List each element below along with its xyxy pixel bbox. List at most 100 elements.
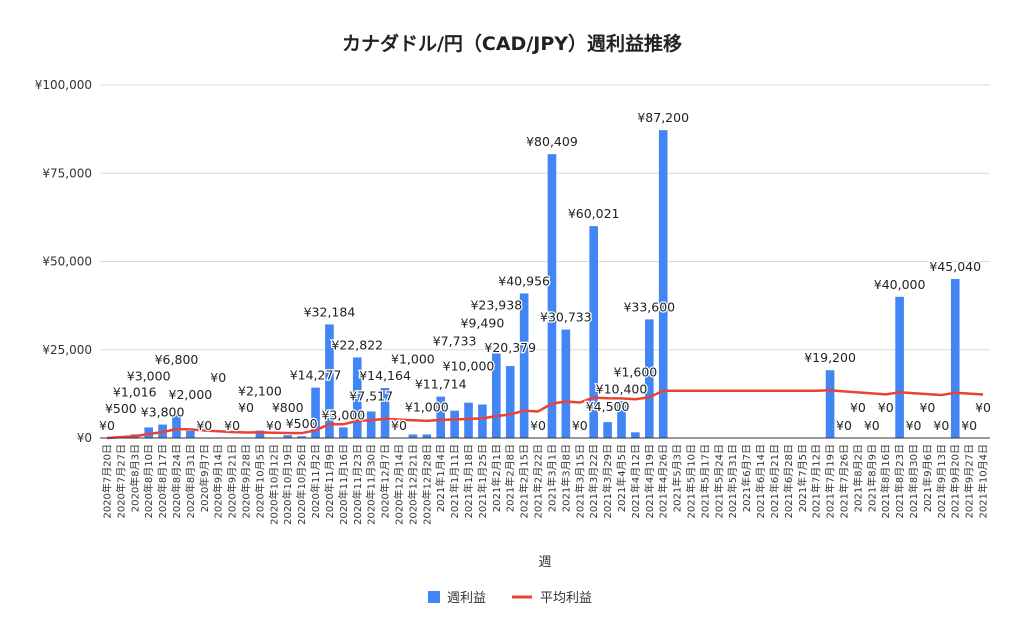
chart-title: カナダドル/円（CAD/JPY）週利益推移 (342, 32, 682, 55)
x-tick-label: 2020年9月7日 (198, 444, 211, 512)
data-label: ¥500 (105, 401, 137, 416)
data-label: ¥11,714 (415, 377, 467, 392)
x-tick-label: 2021年8月16日 (879, 444, 892, 519)
bar (297, 436, 306, 438)
data-label: ¥0 (238, 400, 254, 415)
bar (561, 329, 571, 438)
data-label: ¥6,800 (155, 352, 199, 367)
x-tick-label: 2021年9月13日 (935, 444, 948, 519)
y-tick-label: ¥100,000 (35, 78, 92, 92)
x-tick-label: 2020年12月7日 (379, 444, 392, 519)
data-label: ¥40,000 (874, 277, 926, 292)
bar (380, 388, 390, 438)
x-tick-label: 2021年4月5日 (615, 444, 628, 512)
bar (352, 357, 362, 438)
data-label: ¥40,956 (498, 273, 550, 288)
x-tick-label: 2021年1月18日 (462, 444, 475, 519)
bar (950, 279, 960, 438)
data-label: ¥500 (286, 416, 318, 431)
legend: 週利益 平均利益 (428, 591, 592, 606)
bar (339, 427, 348, 438)
bar (311, 387, 320, 438)
bar (436, 396, 446, 438)
bar (519, 293, 529, 438)
data-label: ¥20,379 (484, 340, 536, 355)
average-profit-line (106, 388, 984, 440)
data-label: ¥0 (391, 418, 407, 433)
x-tick-label: 2021年2月22日 (532, 444, 545, 519)
x-tick-label: 2021年4月19日 (643, 444, 656, 519)
x-tick-label: 2020年9月21日 (226, 444, 239, 519)
x-tick-label: 2021年10月4日 (977, 444, 990, 519)
x-tick-label: 2021年8月30日 (907, 444, 920, 519)
y-tick-label: ¥0 (77, 431, 92, 445)
data-label: ¥10,400 (596, 381, 648, 396)
data-label: ¥4,500 (586, 399, 630, 414)
gridlines (100, 84, 990, 351)
bar (617, 401, 626, 438)
data-label: ¥1,000 (391, 351, 435, 366)
bar (283, 435, 293, 438)
x-tick-label: 2021年2月8日 (504, 444, 517, 512)
data-label: ¥0 (933, 418, 949, 433)
bar (366, 411, 376, 438)
bar (422, 434, 432, 438)
data-label: ¥800 (272, 400, 304, 415)
data-label: ¥0 (530, 418, 546, 433)
x-tick-label: 2021年6月21日 (768, 444, 781, 519)
bar (589, 226, 598, 438)
data-label: ¥3,800 (141, 405, 185, 420)
data-label: ¥0 (572, 418, 588, 433)
legend-label-line: 平均利益 (540, 591, 592, 606)
x-tick-label: 2021年7月26日 (837, 444, 850, 519)
bar (464, 402, 473, 438)
x-tick-label: 2020年7月27日 (114, 444, 127, 519)
data-label: ¥22,822 (331, 337, 383, 352)
x-tick-label: 2020年10月12日 (267, 444, 280, 525)
bar (631, 432, 640, 438)
x-tick-label: 2021年1月25日 (476, 444, 489, 519)
x-tick-label: 2020年11月2日 (309, 444, 322, 519)
x-tick-label: 2021年5月31日 (726, 444, 739, 519)
bar (895, 296, 904, 438)
x-tick-label: 2020年9月28日 (240, 444, 253, 519)
x-tick-label: 2021年6月7日 (740, 444, 753, 512)
data-label: ¥23,938 (470, 297, 522, 312)
data-label: ¥10,000 (443, 359, 495, 374)
x-tick-label: 2020年8月3日 (128, 444, 141, 512)
data-label: ¥0 (864, 418, 880, 433)
data-label: ¥32,184 (304, 304, 356, 319)
x-tick-label: 2021年3月1日 (545, 444, 558, 512)
x-tick-label: 2020年11月16日 (337, 444, 350, 525)
x-tick-label: 2021年9月27日 (963, 444, 976, 519)
y-tick-label: ¥75,000 (42, 166, 92, 180)
legend-label-bar: 週利益 (447, 591, 486, 606)
x-tick-label: 2020年7月20日 (100, 444, 113, 519)
x-tick-label: 2021年7月12日 (810, 444, 823, 519)
data-label: ¥0 (906, 418, 922, 433)
x-tick-label: 2020年10月5日 (253, 444, 266, 519)
data-label: ¥0 (266, 418, 282, 433)
data-label: ¥0 (975, 400, 991, 415)
bar (255, 430, 265, 438)
data-label: ¥0 (224, 418, 240, 433)
x-tick-label: 2021年3月22日 (587, 444, 600, 519)
data-label: ¥0 (850, 400, 866, 415)
y-tick-label: ¥50,000 (42, 255, 92, 269)
bar (505, 366, 515, 438)
x-tick-label: 2021年8月9日 (865, 444, 878, 512)
data-label: ¥0 (961, 418, 977, 433)
x-tick-label: 2021年6月14日 (754, 444, 767, 519)
x-tick-label: 2020年8月24日 (170, 444, 183, 519)
bar (144, 427, 153, 438)
bar (492, 353, 501, 438)
data-label: ¥60,021 (568, 206, 620, 221)
bar (644, 319, 654, 438)
bar (825, 370, 835, 438)
legend-bar-swatch (428, 591, 440, 603)
x-tick-label: 2020年8月31日 (184, 444, 197, 519)
data-label: ¥14,277 (290, 368, 342, 383)
data-label: ¥0 (196, 418, 212, 433)
data-label: ¥0 (210, 370, 226, 385)
